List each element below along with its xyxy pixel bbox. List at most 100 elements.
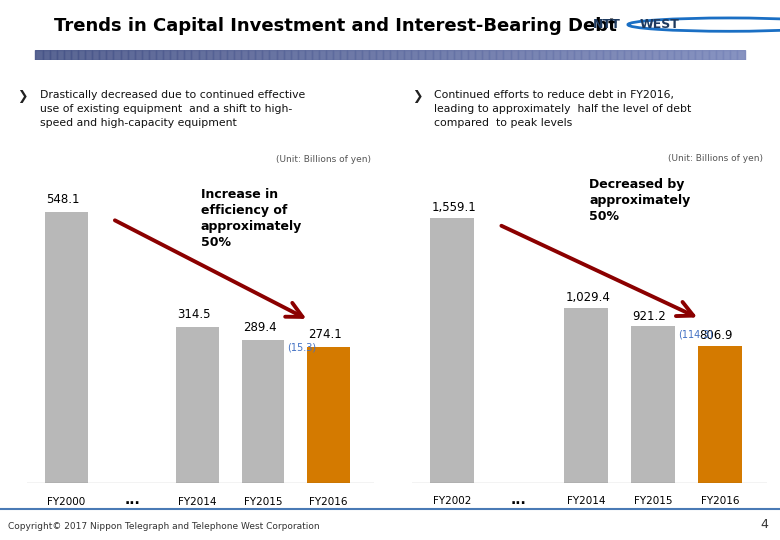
Bar — [376, 50, 383, 60]
Text: ...: ... — [511, 492, 526, 507]
Text: 1,559.1: 1,559.1 — [431, 201, 477, 214]
Bar — [496, 50, 503, 60]
Text: FY2000: FY2000 — [48, 497, 86, 507]
Bar — [511, 50, 518, 60]
Bar — [546, 50, 553, 60]
Bar — [305, 50, 312, 60]
Bar — [142, 50, 149, 60]
Bar — [624, 50, 631, 60]
Bar — [397, 50, 404, 60]
Bar — [277, 50, 284, 60]
Bar — [326, 50, 333, 60]
Bar — [156, 50, 163, 60]
Bar — [638, 50, 645, 60]
Text: FY2002: FY2002 — [433, 496, 471, 506]
Text: (15.3): (15.3) — [287, 342, 317, 352]
Bar — [184, 50, 191, 60]
Bar — [234, 50, 241, 60]
Text: Interest-Bearing Debt: Interest-Bearing Debt — [414, 66, 595, 81]
Bar — [723, 50, 730, 60]
Bar — [269, 50, 277, 60]
Bar — [596, 50, 603, 60]
Bar — [135, 50, 142, 60]
Bar — [425, 50, 433, 60]
Text: Decreased by
approximately
50%: Decreased by approximately 50% — [590, 178, 690, 224]
Bar — [99, 50, 106, 60]
Bar — [45, 212, 88, 483]
Bar — [702, 50, 709, 60]
Text: WEST: WEST — [640, 18, 679, 31]
Text: Copyright© 2017 Nippon Telegraph and Telephone West Corporation: Copyright© 2017 Nippon Telegraph and Tel… — [8, 522, 320, 531]
Bar — [369, 50, 376, 60]
Bar — [121, 50, 128, 60]
Text: Trends in Capital Investment and Interest-Bearing Debt: Trends in Capital Investment and Interes… — [54, 17, 617, 35]
Bar — [652, 50, 659, 60]
Bar — [43, 50, 50, 60]
Bar — [291, 50, 298, 60]
Bar — [149, 50, 156, 60]
Text: (Unit: Billions of yen): (Unit: Billions of yen) — [276, 155, 371, 164]
Text: 548.1: 548.1 — [47, 193, 80, 206]
Bar — [78, 50, 85, 60]
Bar — [92, 50, 99, 60]
Bar — [518, 50, 525, 60]
Bar — [560, 50, 567, 60]
Bar — [307, 347, 350, 483]
Bar — [340, 50, 347, 60]
Bar — [213, 50, 220, 60]
Bar — [241, 50, 248, 60]
Bar — [482, 50, 489, 60]
Bar — [199, 50, 206, 60]
Bar — [262, 50, 269, 60]
Bar — [64, 50, 71, 60]
Bar — [674, 50, 681, 60]
Text: (114.3): (114.3) — [678, 330, 713, 340]
Bar — [163, 50, 170, 60]
Bar — [681, 50, 688, 60]
Bar — [177, 50, 184, 60]
Bar — [603, 50, 610, 60]
Bar — [71, 50, 78, 60]
Bar — [631, 50, 638, 60]
Bar — [532, 50, 539, 60]
Bar — [617, 50, 624, 60]
Text: Drastically decreased due to continued effective
use of existing equipment  and : Drastically decreased due to continued e… — [40, 90, 305, 129]
Bar — [659, 50, 667, 60]
Bar — [404, 50, 411, 60]
Text: 921.2: 921.2 — [633, 309, 666, 323]
Bar — [631, 326, 675, 483]
Bar — [709, 50, 716, 60]
Text: FY2014: FY2014 — [567, 496, 605, 506]
Bar — [737, 50, 745, 60]
Bar — [461, 50, 468, 60]
Bar — [298, 50, 305, 60]
Bar — [128, 50, 135, 60]
Bar — [57, 50, 64, 60]
Bar — [206, 50, 213, 60]
Bar — [220, 50, 227, 60]
Bar — [730, 50, 737, 60]
Bar — [312, 50, 319, 60]
Bar — [170, 50, 177, 60]
Bar — [695, 50, 702, 60]
Bar — [525, 50, 532, 60]
Text: Capital Investment: Capital Investment — [20, 66, 177, 81]
Text: (Unit: Billions of yen): (Unit: Billions of yen) — [668, 154, 764, 163]
Bar — [248, 50, 255, 60]
Bar — [503, 50, 511, 60]
Text: Continued efforts to reduce debt in FY2016,
leading to approximately  half the l: Continued efforts to reduce debt in FY20… — [434, 90, 692, 129]
Bar — [418, 50, 425, 60]
Bar — [176, 327, 219, 483]
Bar — [113, 50, 121, 60]
Bar — [475, 50, 482, 60]
Text: 314.5: 314.5 — [178, 308, 211, 321]
Bar — [610, 50, 617, 60]
Bar — [333, 50, 340, 60]
Text: 806.9: 806.9 — [700, 329, 733, 342]
Bar — [284, 50, 291, 60]
Bar — [255, 50, 262, 60]
Text: ❯: ❯ — [412, 90, 423, 103]
Text: FY2015: FY2015 — [633, 496, 672, 506]
Bar — [411, 50, 418, 60]
Text: ❯: ❯ — [17, 90, 28, 103]
